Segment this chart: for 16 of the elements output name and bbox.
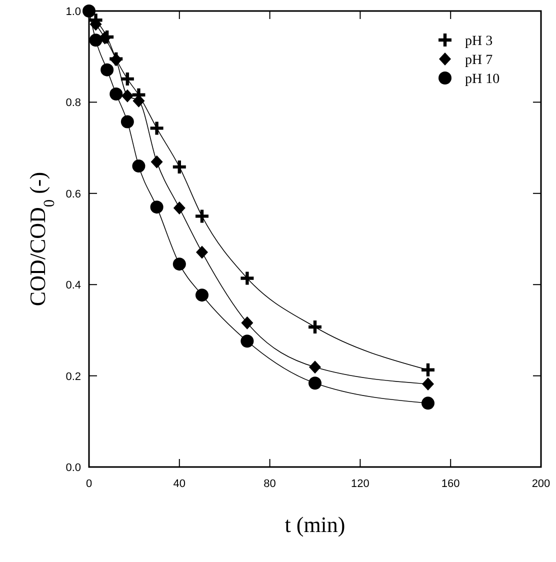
x-tick-label: 160	[441, 478, 460, 490]
x-tick-label: 40	[173, 478, 186, 490]
x-tick-label: 200	[532, 478, 550, 490]
legend-label: pH 10	[465, 72, 500, 87]
y-tick-label: 0.4	[66, 280, 81, 292]
x-tick-label: 0	[86, 478, 92, 490]
x-tick-label: 80	[264, 478, 276, 490]
y-tick-label: 1.0	[66, 6, 81, 18]
legend-label: pH 7	[465, 53, 493, 68]
y-tick-label: 0.0	[66, 462, 81, 474]
y-tick-label: 0.8	[66, 97, 81, 110]
y-tick-label: 0.2	[66, 370, 81, 383]
x-axis-title: t (min)	[284, 512, 346, 537]
legend-label: pH 3	[465, 34, 493, 49]
x-tick-label: 120	[351, 478, 370, 490]
y-tick-label: 0.6	[66, 188, 81, 200]
